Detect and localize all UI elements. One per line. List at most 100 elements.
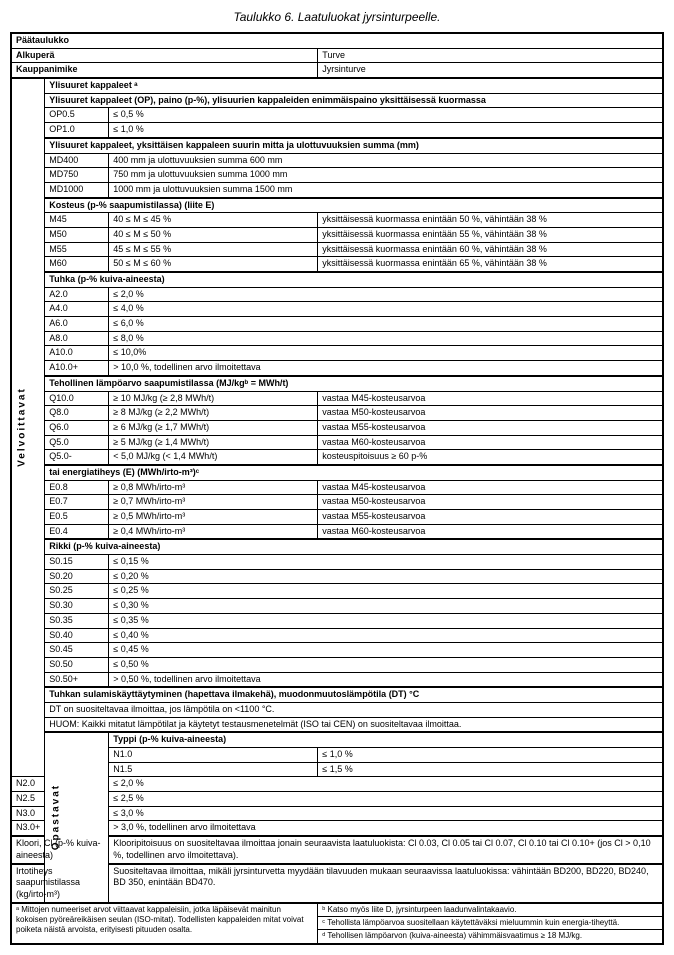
val: ≥ 8 MJ/kg (≥ 2,2 MWh/t)	[109, 406, 318, 421]
note: vastaa M55-kosteusarvoa	[318, 420, 663, 435]
val: ≤ 0,50 %	[109, 657, 663, 672]
code: A4.0	[45, 302, 109, 317]
bulk-note: Suositeltavaa ilmoittaa, mikäli jyrsintu…	[109, 864, 663, 903]
code: Q8.0	[45, 406, 109, 421]
code: MD750	[45, 168, 109, 183]
val: ≤ 0,15 %	[109, 555, 663, 570]
val: ≤ 2,0 %	[109, 287, 663, 302]
val: ≤ 6,0 %	[109, 317, 663, 332]
code: Q6.0	[45, 420, 109, 435]
val: > 10,0 %, todellinen arvo ilmoitettava	[109, 361, 663, 376]
val: ≤ 2,5 %	[109, 792, 663, 807]
code: Q10.0	[45, 391, 109, 406]
val: 50 ≤ M ≤ 60 %	[109, 257, 318, 272]
val: > 0,50 %, todellinen arvo ilmoitettava	[109, 672, 663, 687]
note: vastaa M50-kosteusarvoa	[318, 406, 663, 421]
note: vastaa M45-kosteusarvoa	[318, 391, 663, 406]
val: ≤ 0,30 %	[109, 599, 663, 614]
code: S0.45	[45, 643, 109, 658]
val: ≤ 1,0 %	[318, 748, 663, 763]
val: 40 ≤ M ≤ 50 %	[109, 227, 318, 242]
code: S0.50	[45, 657, 109, 672]
val: ≤ 2,0 %	[109, 777, 663, 792]
val: ≤ 8,0 %	[109, 331, 663, 346]
code: MD400	[45, 153, 109, 168]
val: 40 ≤ M ≤ 45 %	[109, 213, 318, 228]
melting-title: Tuhkan sulamiskäyttäytyminen (hapettava …	[45, 687, 663, 702]
val: ≥ 0,4 MWh/irto-m³	[109, 524, 318, 539]
code: A6.0	[45, 317, 109, 332]
val: ≥ 6 MJ/kg (≥ 1,7 MWh/t)	[109, 420, 318, 435]
val: ≤ 4,0 %	[109, 302, 663, 317]
code: A10.0	[45, 346, 109, 361]
note: vastaa M55-kosteusarvoa	[318, 510, 663, 525]
dims-title: Ylisuuret kappaleet, yksittäisen kappale…	[45, 138, 663, 153]
val: ≥ 5 MJ/kg (≥ 1,4 MWh/t)	[109, 435, 318, 450]
val: ≤ 10,0%	[109, 346, 663, 361]
code: S0.15	[45, 555, 109, 570]
code: N1.5	[109, 762, 318, 777]
val: ≥ 0,7 MWh/irto-m³	[109, 495, 318, 510]
moisture-title: Kosteus (p-% saapumistilassa) (liite E)	[45, 198, 663, 213]
val: ≥ 0,5 MWh/irto-m³	[109, 510, 318, 525]
code: N1.0	[109, 748, 318, 763]
sidebar-mandatory: Velvoittavat	[11, 78, 45, 777]
footnote-c: ᶜ Tehollista lämpöarvoa suositellaan käy…	[318, 916, 663, 929]
melting-line1: DT on suositeltavaa ilmoittaa, jos lämpö…	[45, 702, 663, 717]
val: ≤ 0,40 %	[109, 628, 663, 643]
code: OP0.5	[45, 108, 109, 123]
val: ≤ 1,5 %	[318, 762, 663, 777]
val: ≤ 0,5 %	[109, 108, 663, 123]
footnote-a: ᵃ Mittojen numeeriset arvot viittaavat k…	[11, 903, 318, 944]
code: S0.50+	[45, 672, 109, 687]
val: > 3,0 %, todellinen arvo ilmoitettava	[109, 821, 663, 836]
val: ≥ 10 MJ/kg (≥ 2,8 MWh/t)	[109, 391, 318, 406]
val: ≤ 0,20 %	[109, 569, 663, 584]
code: OP1.0	[45, 123, 109, 138]
code: MD1000	[45, 182, 109, 197]
code: Q5.0	[45, 435, 109, 450]
code: M55	[45, 242, 109, 257]
note: yksittäisessä kuormassa enintään 65 %, v…	[318, 257, 663, 272]
quality-table: Päätaulukko Alkuperä Turve Kauppanimike …	[10, 32, 664, 945]
val: 750 mm ja ulottuvuuksien summa 1000 mm	[109, 168, 663, 183]
code: S0.35	[45, 613, 109, 628]
note: yksittäisessä kuormassa enintään 60 %, v…	[318, 242, 663, 257]
oversize-sub-text: Ylisuuret kappaleet (OP), paino (p-%), y…	[49, 95, 486, 105]
code: E0.8	[45, 480, 109, 495]
val: 45 ≤ M ≤ 55 %	[109, 242, 318, 257]
ncv-title: Tehollinen lämpöarvo saapumistilassa (MJ…	[45, 376, 663, 391]
code: N3.0	[11, 806, 45, 821]
note: vastaa M60-kosteusarvoa	[318, 435, 663, 450]
oversize-title: Ylisuuret kappaleet ᵃ	[45, 78, 663, 93]
note: yksittäisessä kuormassa enintään 55 %, v…	[318, 227, 663, 242]
val: ≤ 1,0 %	[109, 123, 663, 138]
code: S0.25	[45, 584, 109, 599]
val: ≤ 3,0 %	[109, 806, 663, 821]
code: S0.40	[45, 628, 109, 643]
code: A8.0	[45, 331, 109, 346]
sulfur-title: Rikki (p-% kuiva-aineesta)	[45, 539, 663, 554]
trade-value: Jyrsinturve	[318, 63, 663, 78]
nitrogen-title: Typpi (p-% kuiva-aineesta)	[109, 732, 663, 747]
val: ≥ 0,8 MWh/irto-m³	[109, 480, 318, 495]
note: kosteuspitoisuus ≥ 60 p-%	[318, 450, 663, 465]
oversize-sub: Ylisuuret kappaleet (OP), paino (p-%), y…	[45, 93, 663, 108]
main-header: Päätaulukko	[11, 33, 663, 48]
footnote-b: ᵇ Katso myös liite D, jyrsinturpeen laad…	[318, 903, 663, 917]
energy-title: tai energiatiheys (E) (MWh/irto-m³)ᶜ	[45, 465, 663, 480]
code: S0.30	[45, 599, 109, 614]
code: A2.0	[45, 287, 109, 302]
val: 1000 mm ja ulottuvuuksien summa 1500 mm	[109, 182, 663, 197]
val: ≤ 0,45 %	[109, 643, 663, 658]
code: A10.0+	[45, 361, 109, 376]
code: Q5.0-	[45, 450, 109, 465]
code: M45	[45, 213, 109, 228]
note: vastaa M60-kosteusarvoa	[318, 524, 663, 539]
note: vastaa M45-kosteusarvoa	[318, 480, 663, 495]
code: E0.4	[45, 524, 109, 539]
code: N2.0	[11, 777, 45, 792]
trade-label: Kauppanimike	[11, 63, 318, 78]
sidebar-optional: Opastavat	[45, 732, 109, 902]
ash-title: Tuhka (p-% kuiva-aineesta)	[45, 272, 663, 287]
